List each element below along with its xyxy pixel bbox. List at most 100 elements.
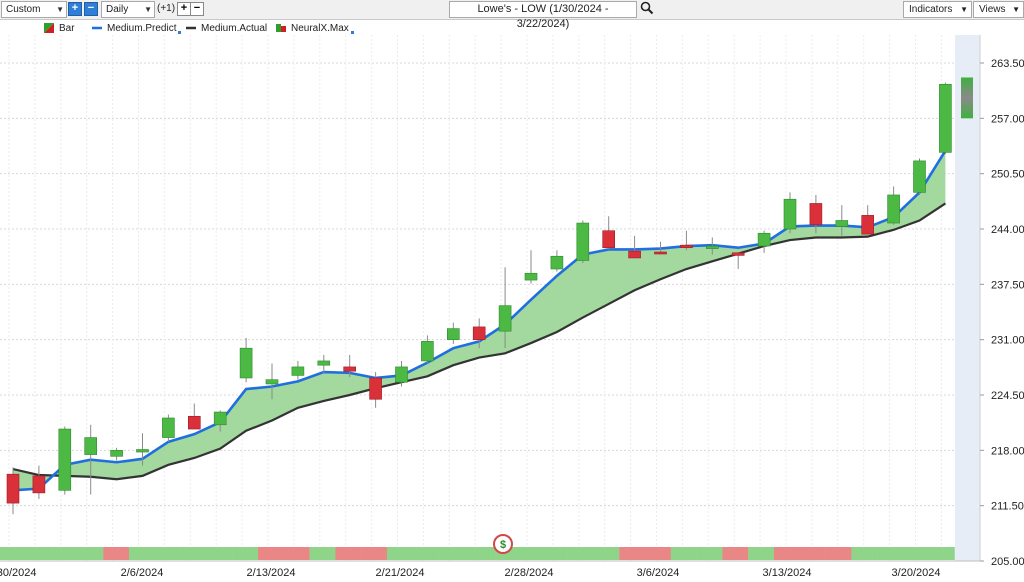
chevron-down-icon: ▼ (1012, 5, 1020, 14)
signal-segment (696, 547, 723, 560)
magnifier-icon[interactable] (640, 1, 654, 18)
candle-body (239, 347, 253, 379)
signal-segment (51, 547, 78, 560)
candle-body (472, 326, 486, 340)
y-tick-label: 205.00 (991, 556, 1024, 568)
offset-plus-icon[interactable]: + (177, 2, 191, 16)
bar-swatch-icon (44, 23, 54, 34)
candle-body (32, 475, 46, 494)
candle-body (887, 194, 900, 224)
signal-segment (206, 547, 233, 560)
legend-medium-predict[interactable]: Medium.Predict (92, 23, 182, 34)
candle-body (705, 245, 719, 249)
candle-body (188, 415, 201, 430)
candle-body (317, 360, 331, 366)
minus-icon[interactable]: − (84, 2, 98, 16)
x-tick-label: 3/13/2024 (763, 567, 812, 579)
x-tick-label: 3/20/2024 (892, 567, 941, 579)
settings-dot-icon[interactable] (178, 31, 182, 34)
candle-body (162, 417, 175, 438)
prediction-band (13, 150, 946, 491)
legend-neuralx-max-label: NeuralX.Max (291, 23, 349, 34)
legend-medium-actual[interactable]: Medium.Actual (186, 23, 267, 34)
signal-segment (722, 547, 749, 560)
offset-minus-icon[interactable]: − (190, 2, 204, 16)
series-line-medium-actual (12, 202, 947, 481)
signal-segment (774, 547, 800, 560)
candle-body (395, 366, 408, 383)
signal-segment (0, 547, 26, 560)
candle-body (783, 198, 797, 230)
signal-segment (387, 547, 413, 560)
signal-segment (283, 547, 310, 560)
interval-select[interactable]: Daily ▼ (101, 1, 155, 18)
plus-icon[interactable]: + (68, 2, 82, 16)
forecast-region (955, 35, 980, 561)
legend-medium-predict-label: Medium.Predict (107, 23, 177, 34)
candle-body (136, 449, 149, 453)
indicators-button[interactable]: Indicators ▼ (903, 1, 972, 18)
dollar-icon-glyph: $ (500, 539, 506, 551)
candle-body (731, 252, 745, 256)
signal-segment (232, 547, 259, 560)
views-label: Views (979, 4, 1006, 15)
y-tick-label: 224.50 (991, 390, 1024, 402)
candle-body (58, 428, 72, 491)
x-tick-label: 2/6/2024 (121, 567, 164, 579)
candle-body (421, 341, 434, 362)
candle-body (369, 377, 382, 400)
signal-segment (129, 547, 155, 560)
signal-segment (670, 547, 697, 560)
legend-neuralx-max[interactable]: NeuralX.Max (276, 23, 354, 34)
candle-body (291, 366, 305, 376)
range-select-value: Custom (6, 4, 41, 15)
signal-segment (877, 547, 904, 560)
candle-body (757, 232, 771, 247)
toolbar: Custom ▼ + − Daily ▼ (+1) + − Lowe's - L… (0, 0, 1024, 30)
signal-segment (25, 547, 52, 560)
candle-body (809, 203, 823, 226)
x-tick-label: 2/28/2024 (505, 567, 554, 579)
y-tick-label: 211.50 (991, 501, 1024, 513)
candle-body (550, 255, 564, 270)
signal-segment (928, 547, 955, 560)
chevron-down-icon: ▼ (144, 5, 152, 14)
candle-body (446, 328, 460, 340)
y-tick-label: 237.50 (991, 279, 1024, 291)
x-tick-label: 2/13/2024 (247, 567, 296, 579)
views-button[interactable]: Views ▼ (973, 1, 1024, 18)
signal-segment (180, 547, 207, 560)
y-tick-label: 250.50 (991, 169, 1024, 181)
candle-body (602, 230, 616, 249)
signal-segment (851, 547, 878, 560)
chevron-down-icon: ▼ (960, 5, 968, 14)
bar-swatch-icon (276, 24, 286, 33)
candle-body (84, 437, 97, 455)
candle-body (265, 379, 279, 385)
candle-body (343, 366, 357, 372)
x-tick-label: 3/6/2024 (637, 567, 680, 579)
signal-segment (361, 547, 388, 560)
y-tick-label: 231.00 (991, 335, 1024, 347)
signal-segment (593, 547, 620, 560)
y-tick-label: 263.50 (991, 58, 1024, 70)
signal-segment (799, 547, 826, 560)
signal-segment (77, 547, 104, 560)
offset-text: (+1) (157, 3, 176, 14)
chart-title-field[interactable]: Lowe's - LOW (1/30/2024 - 3/22/2024) (449, 1, 637, 30)
candle-body (628, 250, 641, 259)
candle-body (680, 244, 693, 249)
candle-body (939, 83, 952, 153)
signal-segment (645, 547, 671, 560)
candle-body (576, 222, 590, 261)
signal-segment (412, 547, 439, 560)
y-tick-label: 218.00 (991, 445, 1024, 457)
settings-dot-icon[interactable] (350, 31, 354, 34)
chevron-down-icon: ▼ (56, 5, 64, 14)
forecast-bar (961, 77, 973, 119)
range-select[interactable]: Custom ▼ (1, 1, 67, 18)
legend-bar[interactable]: Bar (44, 23, 75, 34)
x-tick-label: 2/21/2024 (376, 567, 425, 579)
signal-segment (258, 547, 284, 560)
